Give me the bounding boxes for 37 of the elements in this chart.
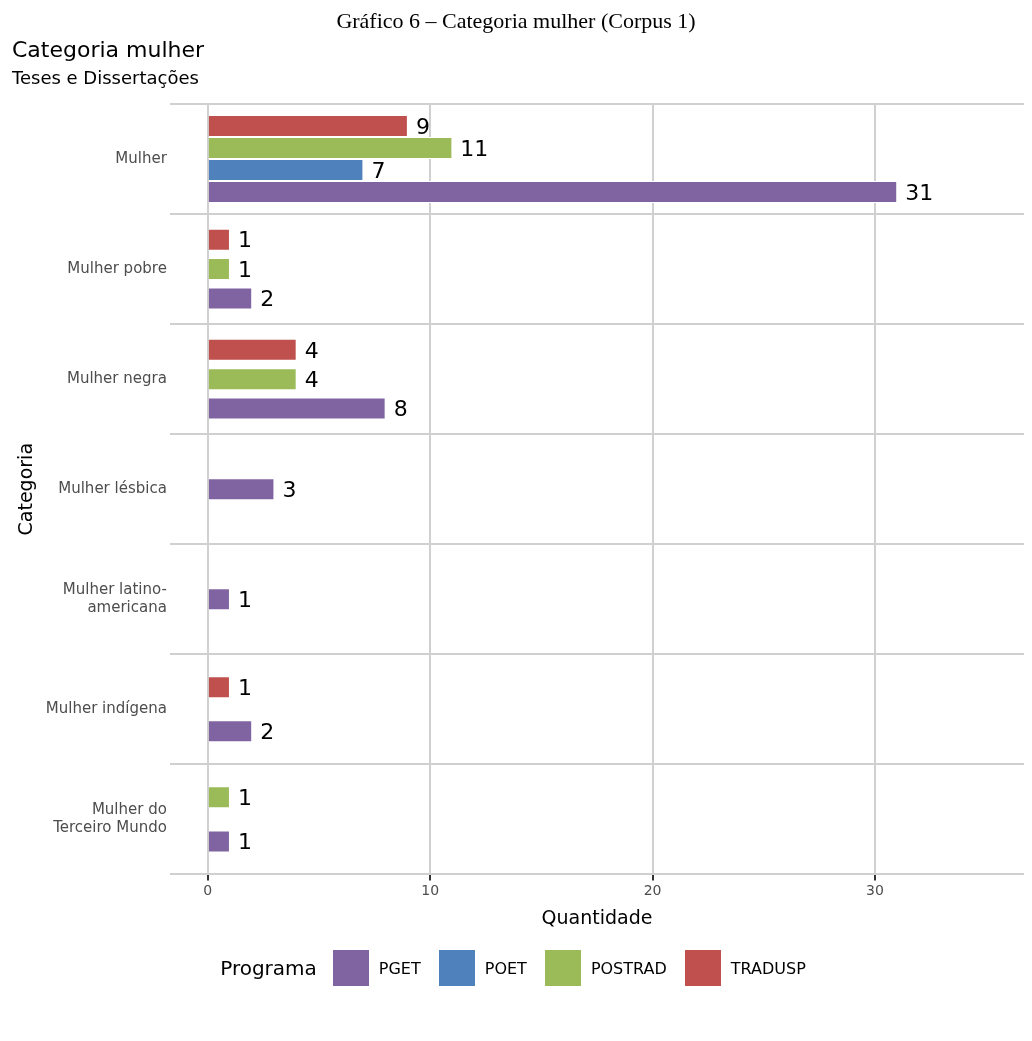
- legend-label: POET: [484, 958, 527, 978]
- x-tick-label: 10: [421, 882, 440, 899]
- legend-label: TRADUSP: [730, 958, 806, 978]
- y-tick-label: Mulher pobre: [67, 258, 167, 277]
- y-tick-label: Mulher latino-americana: [62, 580, 167, 617]
- x-tick-label: 0: [203, 882, 213, 899]
- y-tick-label: Mulher do Terceiro Mundo: [52, 800, 167, 837]
- y-tick-label: Mulher lésbica: [58, 479, 167, 498]
- y-tick-label: Mulher negra: [66, 369, 167, 388]
- data-label: 1: [237, 785, 252, 811]
- data-label: 4: [304, 337, 319, 363]
- chart-subtitle: Teses e Dissertações: [11, 66, 199, 88]
- data-label: 3: [282, 476, 297, 502]
- chart-title: Categoria mulher: [12, 36, 206, 62]
- data-label: 31: [905, 179, 934, 205]
- x-tick-label: 30: [866, 882, 884, 899]
- data-label: 1: [237, 675, 252, 701]
- y-tick-label: Mulher indígena: [45, 699, 167, 718]
- legend-label: POSTRAD: [590, 958, 667, 978]
- data-label: 1: [237, 227, 252, 253]
- x-axis-title: Quantidade: [541, 905, 653, 928]
- data-label: 9: [415, 113, 430, 139]
- y-tick-label: Mulher: [115, 148, 168, 167]
- y-axis-title: Categoria: [14, 442, 37, 536]
- data-label: 1: [237, 829, 252, 855]
- data-label: 2: [260, 286, 275, 312]
- data-label: 2: [260, 719, 275, 745]
- data-label: 7: [371, 157, 386, 183]
- x-tick-label: 20: [643, 882, 662, 899]
- legend-title: Programa: [220, 956, 317, 980]
- legend-label: PGET: [378, 958, 421, 978]
- data-label: 1: [237, 256, 252, 282]
- text: Gráfico 6 – Categoria mulher (Corpus 1): [335, 8, 697, 34]
- data-label: 8: [393, 396, 408, 422]
- data-label: 4: [304, 366, 319, 392]
- data-label: 1: [237, 586, 252, 612]
- data-label: 11: [460, 135, 489, 161]
